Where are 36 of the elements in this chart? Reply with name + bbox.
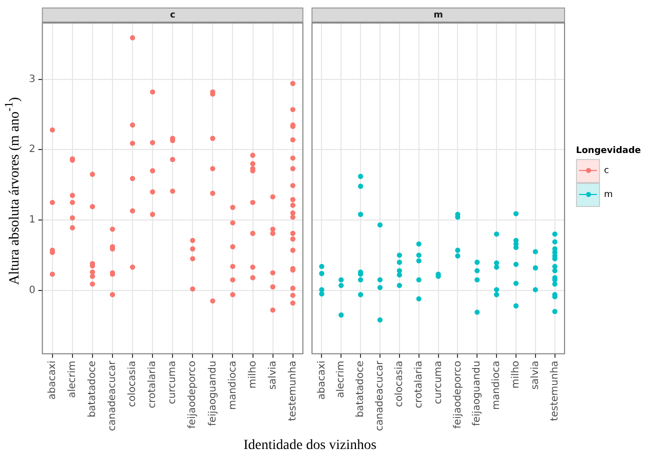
x-tick-label: colocasia bbox=[394, 360, 406, 407]
x-tick-label: milho bbox=[247, 360, 258, 388]
x-tick-label: batatadoce bbox=[87, 360, 98, 418]
x-tick-label: crotalaria bbox=[413, 360, 424, 408]
x-tick-label: testemunha bbox=[549, 360, 560, 421]
y-tick-label: 1 bbox=[28, 214, 36, 226]
x-tick-label: feijaodeporco bbox=[187, 360, 198, 429]
x-tick-label: milho bbox=[510, 360, 522, 388]
x-tick-label: batatadoce bbox=[355, 360, 366, 418]
x-tick-label: mandioca bbox=[227, 360, 238, 410]
x-tick-label: abacaxi bbox=[46, 360, 58, 400]
x-tick-label: feijaodeporco bbox=[452, 360, 464, 429]
x-tick-label: feijaoguandu bbox=[207, 360, 218, 426]
x-tick-label: alecrim bbox=[336, 360, 347, 398]
x-tick-label: testemunha bbox=[287, 360, 298, 421]
x-tick-label: canadeacucar bbox=[374, 360, 386, 432]
x-tick-label: crotalaria bbox=[147, 360, 158, 408]
legend-title: Longevidade bbox=[576, 146, 641, 156]
chart-title: m bbox=[434, 10, 443, 20]
x-tick-label: canadeacucar bbox=[107, 360, 118, 432]
x-axis-title: Identidade dos vizinhos bbox=[244, 438, 376, 453]
y-tick-label: 3 bbox=[28, 74, 36, 85]
x-tick-label: salvia bbox=[530, 360, 542, 390]
x-tick-label: mandioca bbox=[491, 360, 502, 410]
x-tick-label: curcuma bbox=[432, 360, 444, 404]
legend-label: m bbox=[604, 190, 613, 200]
y-tick-label: 0 bbox=[28, 284, 36, 296]
x-tick-label: abacaxi bbox=[316, 360, 328, 400]
x-tick-label: colocasia bbox=[127, 360, 138, 407]
x-tick-label: salvia bbox=[267, 360, 278, 390]
chart-title: c bbox=[170, 10, 176, 20]
y-tick-label: 2 bbox=[28, 144, 36, 156]
x-tick-label: feijaoguandu bbox=[472, 360, 483, 426]
x-tick-label: alecrim bbox=[67, 360, 78, 398]
x-tick-label: curcuma bbox=[167, 360, 178, 404]
legend-label: c bbox=[604, 166, 609, 176]
